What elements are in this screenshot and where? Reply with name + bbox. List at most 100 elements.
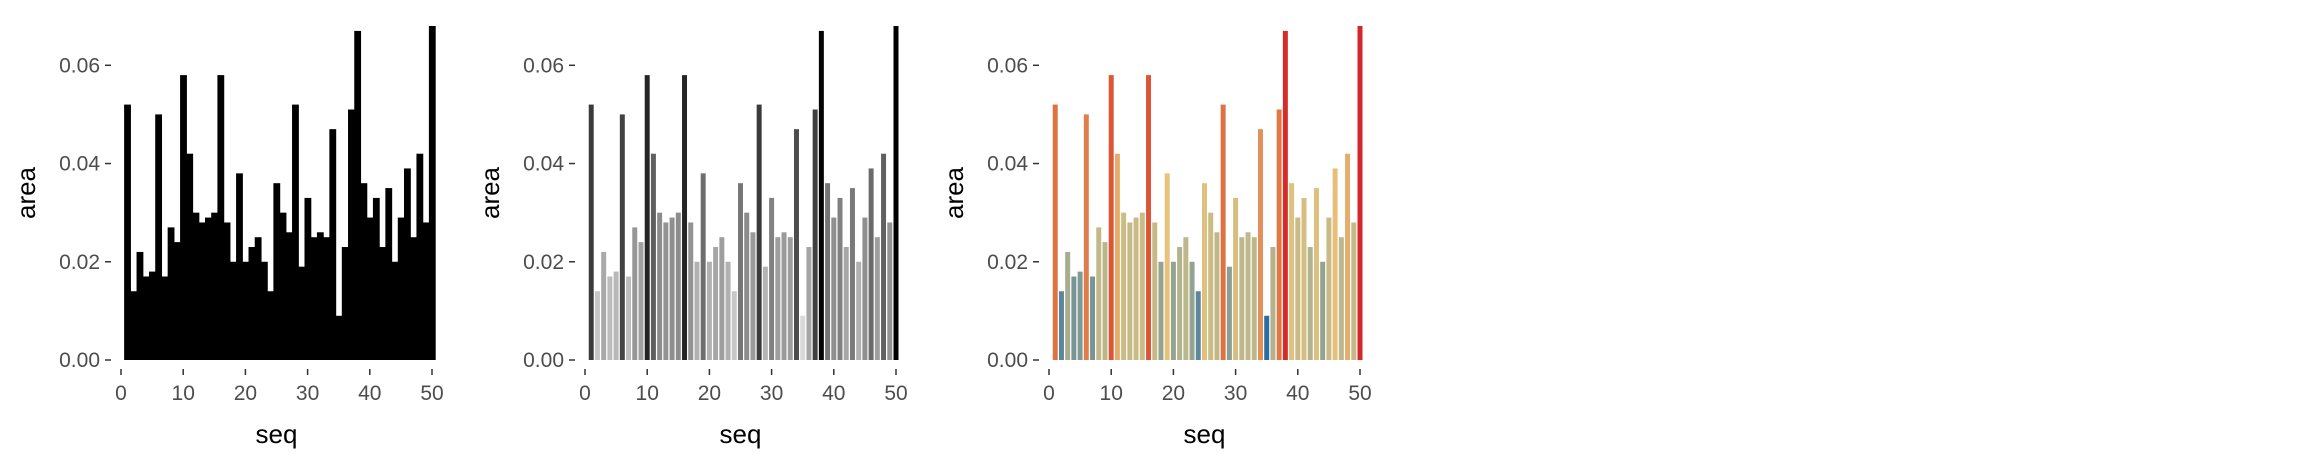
- bar-44: [391, 261, 399, 360]
- bar-35: [335, 315, 343, 360]
- bar-46: [868, 168, 874, 360]
- bar-40: [831, 217, 837, 360]
- bar-32: [316, 232, 324, 360]
- x-tick-label: 30: [296, 382, 319, 405]
- bar-3: [601, 251, 607, 360]
- bar-27: [1214, 232, 1220, 360]
- bar-38: [818, 30, 824, 360]
- x-tick-label: 40: [1286, 382, 1309, 405]
- y-tick-label: 0.02: [59, 251, 100, 274]
- bar-1: [1052, 104, 1058, 360]
- bar-46: [1332, 168, 1338, 360]
- y-tick-label: 0.06: [59, 54, 100, 77]
- bar-13: [663, 222, 669, 360]
- bar-42: [843, 247, 849, 360]
- bar-14: [204, 217, 212, 360]
- y-tick-label: 0.02: [523, 251, 564, 274]
- y-tick-label: 0.06: [987, 54, 1028, 77]
- bar-20: [1170, 261, 1176, 360]
- bar-20: [242, 261, 250, 360]
- bar-22: [1183, 237, 1189, 360]
- bar-3: [136, 251, 144, 360]
- bar-31: [310, 237, 318, 360]
- bar-36: [1270, 247, 1276, 360]
- bar-47: [874, 237, 880, 360]
- bar-43: [849, 188, 855, 360]
- bar-9: [173, 242, 181, 360]
- bar-19: [700, 173, 706, 360]
- bar-40: [1295, 217, 1301, 360]
- bar-2: [1058, 291, 1064, 360]
- bar-43: [1313, 188, 1319, 360]
- bar-45: [862, 217, 868, 360]
- x-tick-label: 40: [358, 382, 381, 405]
- y-tick-label: 0.00: [59, 349, 100, 372]
- x-axis-title: seq: [720, 419, 762, 449]
- bar-33: [323, 237, 330, 360]
- bar-15: [211, 212, 219, 360]
- x-tick-label: 30: [760, 382, 783, 405]
- y-axis: 0.00 0.02 0.04 0.06: [59, 54, 111, 372]
- bar-36: [806, 247, 812, 360]
- bar-47: [1338, 237, 1344, 360]
- panel-grayscale: 0.00 0.02 0.04 0.06 0 10 20 30 40 50 seq area: [475, 26, 908, 449]
- bar-28: [292, 104, 299, 360]
- y-axis-title: area: [11, 166, 41, 219]
- y-tick-label: 0.06: [523, 54, 564, 77]
- bar-29: [762, 266, 768, 360]
- x-tick-label: 0: [115, 382, 127, 405]
- bar-22: [719, 237, 725, 360]
- bar-11: [186, 153, 194, 360]
- x-tick-label: 10: [1100, 382, 1123, 405]
- bar-13: [1127, 222, 1133, 360]
- bar-26: [279, 212, 287, 360]
- bar-18: [694, 261, 700, 360]
- bar-5: [613, 271, 619, 360]
- bar-48: [416, 153, 424, 360]
- bar-48: [881, 153, 887, 360]
- bar-8: [632, 227, 638, 360]
- bar-45: [397, 217, 405, 360]
- bar-39: [1289, 183, 1295, 360]
- bars: [588, 26, 899, 361]
- bar-17: [688, 222, 694, 360]
- bar-11: [650, 153, 656, 360]
- x-axis: 0 10 20 30 40 50: [115, 369, 444, 405]
- bar-19: [236, 173, 243, 360]
- bar-41: [837, 197, 843, 360]
- bar-50: [893, 26, 899, 360]
- bar-7: [626, 276, 632, 360]
- bar-6: [619, 114, 625, 360]
- y-tick-label: 0.00: [987, 349, 1028, 372]
- bar-24: [1195, 291, 1201, 360]
- bar-21: [248, 247, 256, 360]
- bar-4: [1071, 276, 1077, 360]
- bar-2: [130, 291, 138, 360]
- x-tick-label: 40: [822, 382, 845, 405]
- bar-37: [348, 109, 355, 360]
- y-axis-title: area: [939, 166, 969, 219]
- bar-39: [825, 183, 831, 360]
- bar-3: [1065, 251, 1071, 360]
- bar-45: [1326, 217, 1332, 360]
- bar-29: [1226, 266, 1232, 360]
- bar-13: [198, 222, 206, 360]
- bar-14: [1133, 217, 1139, 360]
- bar-35: [1264, 315, 1270, 360]
- bar-25: [738, 183, 743, 360]
- bar-46: [404, 168, 411, 360]
- bar-15: [675, 212, 681, 360]
- x-axis-title: seq: [256, 419, 298, 449]
- bar-11: [1114, 153, 1120, 360]
- x-tick-label: 50: [420, 382, 443, 405]
- bar-5: [1077, 271, 1083, 360]
- bar-1: [588, 104, 594, 360]
- bar-39: [360, 183, 368, 360]
- bar-41: [372, 197, 380, 360]
- bar-4: [607, 276, 613, 360]
- x-axis: 0 10 20 30 40 50: [1043, 369, 1372, 405]
- bar-10: [180, 75, 187, 361]
- bar-2: [594, 291, 600, 360]
